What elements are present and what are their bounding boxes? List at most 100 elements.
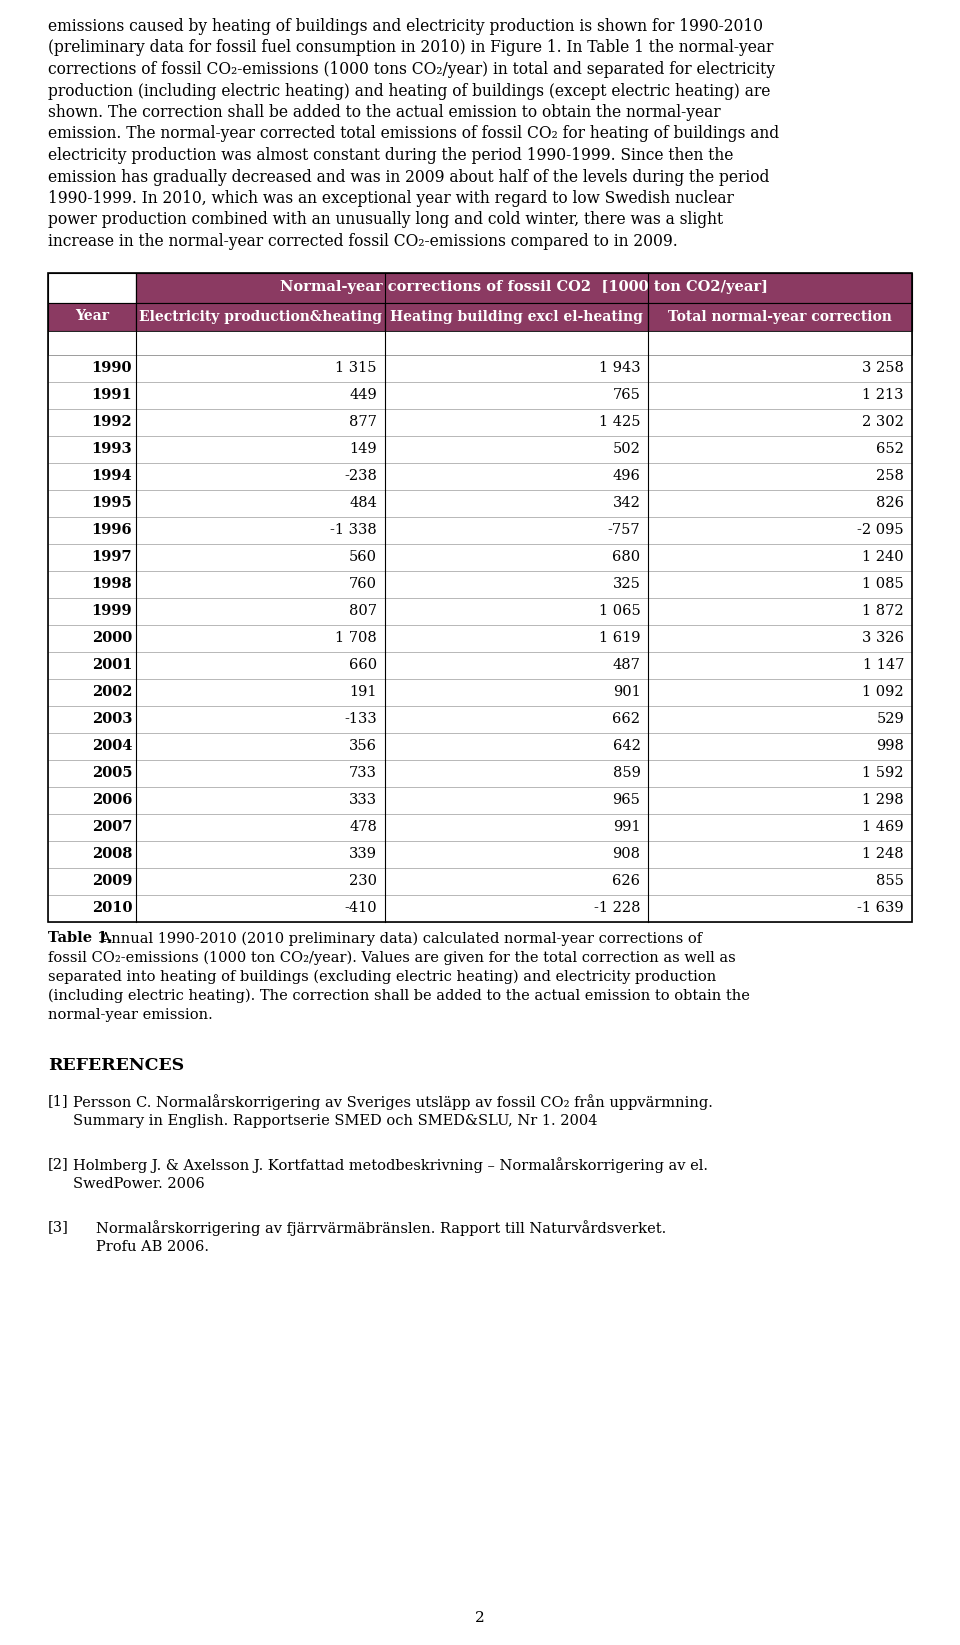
Bar <box>48 303 136 331</box>
Bar <box>136 814 385 841</box>
Bar <box>649 490 912 517</box>
Text: 258: 258 <box>876 469 904 484</box>
Bar <box>649 303 912 331</box>
Bar <box>649 651 912 678</box>
Text: Summary in English. Rapportserie SMED och SMED&SLU, Nr 1. 2004: Summary in English. Rapportserie SMED oc… <box>73 1114 597 1128</box>
Text: 230: 230 <box>349 873 377 888</box>
Text: 1 315: 1 315 <box>335 360 377 375</box>
Text: separated into heating of buildings (excluding electric heating) and electricity: separated into heating of buildings (exc… <box>48 969 716 984</box>
Text: Normal-year corrections of fossil CO2  [1000 ton CO2/year]: Normal-year corrections of fossil CO2 [1… <box>280 281 768 294</box>
Bar <box>136 490 385 517</box>
Text: Profu AB 2006.: Profu AB 2006. <box>96 1240 209 1253</box>
Text: Persson C. Normalårskorrigering av Sveriges utsläpp av fossil CO₂ från uppvärmni: Persson C. Normalårskorrigering av Sveri… <box>73 1094 713 1110</box>
Bar <box>385 814 649 841</box>
Text: SwedPower. 2006: SwedPower. 2006 <box>73 1178 204 1191</box>
Bar <box>136 678 385 706</box>
Text: 1999: 1999 <box>91 604 132 619</box>
Text: Normalårskorrigering av fjärrvärmäbränslen. Rapport till Naturvårdsverket.: Normalårskorrigering av fjärrvärmäbränsl… <box>96 1221 666 1237</box>
Text: 765: 765 <box>612 388 640 401</box>
Bar <box>48 408 136 436</box>
Bar <box>649 408 912 436</box>
Bar <box>385 841 649 867</box>
Text: emissions caused by heating of buildings and electricity production is shown for: emissions caused by heating of buildings… <box>48 18 763 35</box>
Text: 1997: 1997 <box>91 549 132 564</box>
Text: [3]: [3] <box>48 1221 69 1234</box>
Text: 502: 502 <box>612 443 640 456</box>
Text: 449: 449 <box>349 388 377 401</box>
Text: 1998: 1998 <box>91 577 132 591</box>
Text: 1 092: 1 092 <box>862 684 904 699</box>
Bar <box>48 273 912 921</box>
Bar <box>136 303 385 331</box>
Text: 2000: 2000 <box>92 632 132 645</box>
Text: 991: 991 <box>612 819 640 834</box>
Bar <box>385 895 649 921</box>
Bar <box>136 867 385 895</box>
Text: 2006: 2006 <box>92 793 132 808</box>
Bar <box>48 331 136 355</box>
Bar <box>48 382 136 408</box>
Bar <box>48 841 136 867</box>
Bar <box>385 597 649 625</box>
Bar <box>649 331 912 355</box>
Text: Total normal-year correction: Total normal-year correction <box>668 309 892 324</box>
Bar <box>48 678 136 706</box>
Bar <box>385 625 649 651</box>
Text: power production combined with an unusually long and cold winter, there was a sl: power production combined with an unusua… <box>48 212 723 229</box>
Text: Electricity production&heating: Electricity production&heating <box>139 309 382 324</box>
Text: 191: 191 <box>349 684 377 699</box>
Text: Holmberg J. & Axelsson J. Kortfattad metodbeskrivning – Normalårskorrigering av : Holmberg J. & Axelsson J. Kortfattad met… <box>73 1158 708 1173</box>
Text: 2004: 2004 <box>92 739 132 753</box>
Bar <box>48 706 136 732</box>
Text: 356: 356 <box>349 739 377 753</box>
Text: emission. The normal-year corrected total emissions of fossil CO₂ for heating of: emission. The normal-year corrected tota… <box>48 125 780 143</box>
Text: 1 872: 1 872 <box>862 604 904 619</box>
Bar <box>136 408 385 436</box>
Bar <box>48 597 136 625</box>
Bar <box>48 867 136 895</box>
Text: 1 619: 1 619 <box>599 632 640 645</box>
Text: 2008: 2008 <box>92 847 132 860</box>
Bar <box>136 543 385 571</box>
Text: Annual 1990-2010 (2010 preliminary data) calculated normal-year corrections of: Annual 1990-2010 (2010 preliminary data)… <box>96 931 702 946</box>
Text: -1 228: -1 228 <box>594 901 640 915</box>
Text: 2002: 2002 <box>91 684 132 699</box>
Text: 1990: 1990 <box>91 360 132 375</box>
Bar <box>136 760 385 786</box>
Bar <box>385 678 649 706</box>
Text: increase in the normal-year corrected fossil CO₂-emissions compared to in 2009.: increase in the normal-year corrected fo… <box>48 234 678 250</box>
Text: 855: 855 <box>876 873 904 888</box>
Bar <box>649 706 912 732</box>
Bar <box>136 786 385 814</box>
Text: Year: Year <box>75 309 109 324</box>
Text: 1993: 1993 <box>91 443 132 456</box>
Text: 626: 626 <box>612 873 640 888</box>
Text: 2009: 2009 <box>92 873 132 888</box>
Text: 1994: 1994 <box>91 469 132 484</box>
Text: Heating building excl el-heating: Heating building excl el-heating <box>391 309 643 324</box>
Text: 2010: 2010 <box>91 901 132 915</box>
Text: 1 708: 1 708 <box>335 632 377 645</box>
Text: 859: 859 <box>612 767 640 780</box>
Bar <box>649 678 912 706</box>
Text: 2007: 2007 <box>92 819 132 834</box>
Text: 1995: 1995 <box>91 497 132 510</box>
Text: 2003: 2003 <box>92 712 132 725</box>
Bar <box>136 331 385 355</box>
Text: [1]: [1] <box>48 1094 68 1109</box>
Bar <box>136 651 385 678</box>
Text: 660: 660 <box>348 658 377 673</box>
Text: emission has gradually decreased and was in 2009 about half of the levels during: emission has gradually decreased and was… <box>48 168 769 186</box>
Bar <box>136 462 385 490</box>
Bar <box>649 462 912 490</box>
Bar <box>136 355 385 382</box>
Bar <box>48 814 136 841</box>
Bar <box>48 732 136 760</box>
Text: 642: 642 <box>612 739 640 753</box>
Text: 487: 487 <box>612 658 640 673</box>
Bar <box>136 732 385 760</box>
Bar <box>385 732 649 760</box>
Bar <box>649 436 912 462</box>
Bar <box>649 895 912 921</box>
Text: electricity production was almost constant during the period 1990-1999. Since th: electricity production was almost consta… <box>48 146 733 165</box>
